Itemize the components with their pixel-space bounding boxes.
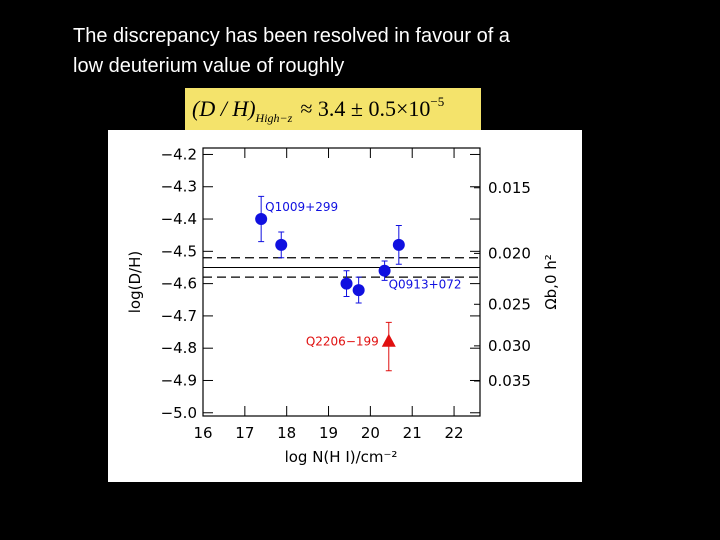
point	[352, 284, 365, 297]
heading-line: low deuterium value of roughly	[73, 55, 344, 77]
heading-line: The discrepancy has been resolved in fav…	[73, 25, 511, 47]
x-tick-label: 19	[319, 424, 338, 442]
y-tick-label: −5.0	[161, 404, 197, 422]
x-tick-label: 17	[235, 424, 254, 442]
formula: (D / H)High−z ≈ 3.4 ± 0.5×10−5	[192, 94, 444, 125]
point	[340, 277, 353, 290]
y-tick-label: −4.6	[161, 275, 197, 293]
point	[275, 238, 288, 251]
formula-box	[185, 88, 481, 130]
formula-rhs: ≈ 3.4 ± 0.5×10	[300, 96, 430, 121]
point-label: Q2206−199	[306, 335, 379, 349]
x-tick-label: 21	[403, 424, 422, 442]
x-tick-label: 18	[277, 424, 296, 442]
chart-panel	[108, 130, 582, 482]
formula-lhs: (D / H)	[192, 96, 256, 121]
y2-tick-label: 0.030	[488, 337, 531, 355]
point	[392, 238, 405, 251]
point-label: Q1009+299	[265, 200, 338, 214]
point	[378, 264, 391, 277]
y-tick-label: −4.4	[161, 210, 197, 228]
plot-frame	[202, 147, 481, 417]
point	[255, 213, 268, 226]
point	[381, 333, 396, 347]
y-tick-label: −4.5	[161, 242, 197, 260]
y-tick-label: −4.7	[161, 307, 197, 325]
y2-tick-label: 0.025	[488, 295, 531, 313]
y-axis-label: log(D/H)	[126, 251, 144, 313]
y2-axis-label: Ωb,0 h²	[542, 254, 560, 310]
formula-subscript: High−z	[255, 111, 293, 125]
x-tick-label: 22	[445, 424, 464, 442]
y-tick-label: −4.2	[161, 145, 197, 163]
point-label: Q0913+072	[389, 278, 462, 292]
x-axis-label: log N(H I)/cm⁻²	[285, 448, 398, 466]
y-tick-label: −4.3	[161, 178, 197, 196]
y2-tick-label: 0.035	[488, 372, 531, 390]
credit: Pettini et al 2010	[118, 492, 245, 511]
x-tick-label: 16	[193, 424, 212, 442]
y2-tick-label: 0.015	[488, 179, 531, 197]
y-tick-label: −4.9	[161, 371, 197, 389]
x-tick-label: 20	[361, 424, 380, 442]
y-tick-label: −4.8	[161, 339, 197, 357]
formula-exponent: −5	[430, 94, 444, 109]
y2-tick-label: 0.020	[488, 244, 531, 262]
